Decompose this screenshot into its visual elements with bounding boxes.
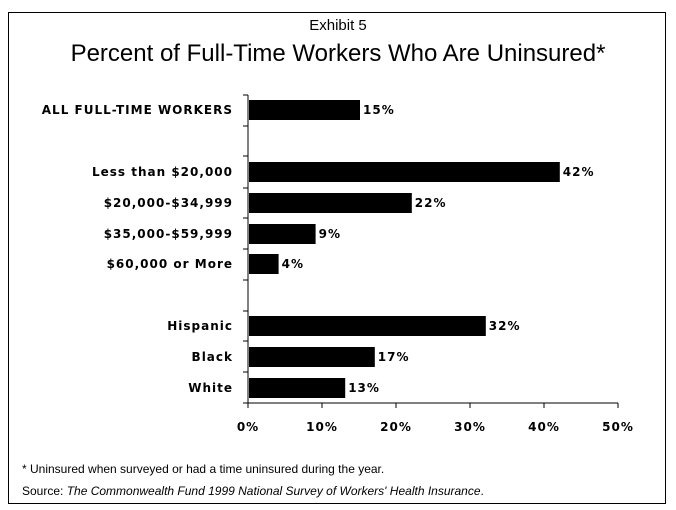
value-label: 9% <box>319 227 341 241</box>
x-tick-label: 0% <box>237 420 259 434</box>
source-title: The Commonwealth Fund 1999 National Surv… <box>66 484 481 498</box>
bar <box>249 316 486 336</box>
exhibit-label: Exhibit 5 <box>309 17 367 34</box>
value-label: 4% <box>282 257 304 271</box>
chart-frame <box>8 12 666 504</box>
bar <box>249 162 560 182</box>
category-label: Less than $20,000 <box>92 165 233 179</box>
value-label: 13% <box>348 381 380 395</box>
value-label: 15% <box>363 103 395 117</box>
bar <box>249 100 360 120</box>
bar <box>249 378 346 398</box>
category-label: $60,000 or More <box>107 257 233 271</box>
category-label: Hispanic <box>167 319 233 333</box>
bar <box>249 224 316 244</box>
bar <box>249 193 412 213</box>
category-label: Black <box>192 350 233 364</box>
value-label: 17% <box>378 350 410 364</box>
x-tick-label: 30% <box>454 420 486 434</box>
value-label: 22% <box>415 196 447 210</box>
source-suffix: . <box>480 484 484 498</box>
category-label: ALL FULL-TIME WORKERS <box>42 103 233 117</box>
category-label: White <box>188 381 233 395</box>
category-label: $20,000-$34,999 <box>104 196 233 210</box>
x-tick-label: 10% <box>306 420 338 434</box>
source-prefix: Source: <box>22 484 67 498</box>
bar <box>249 254 279 274</box>
x-tick-label: 20% <box>380 420 412 434</box>
bar <box>249 347 375 367</box>
chart-title: Percent of Full-Time Workers Who Are Uni… <box>70 40 606 67</box>
category-label: $35,000-$59,999 <box>104 227 233 241</box>
x-tick-label: 50% <box>602 420 634 434</box>
source-note: Source: The Commonwealth Fund 1999 Natio… <box>22 484 484 498</box>
value-label: 32% <box>489 319 521 333</box>
x-tick-label: 40% <box>528 420 560 434</box>
value-label: 42% <box>563 165 595 179</box>
footnote: * Uninsured when surveyed or had a time … <box>22 462 385 476</box>
